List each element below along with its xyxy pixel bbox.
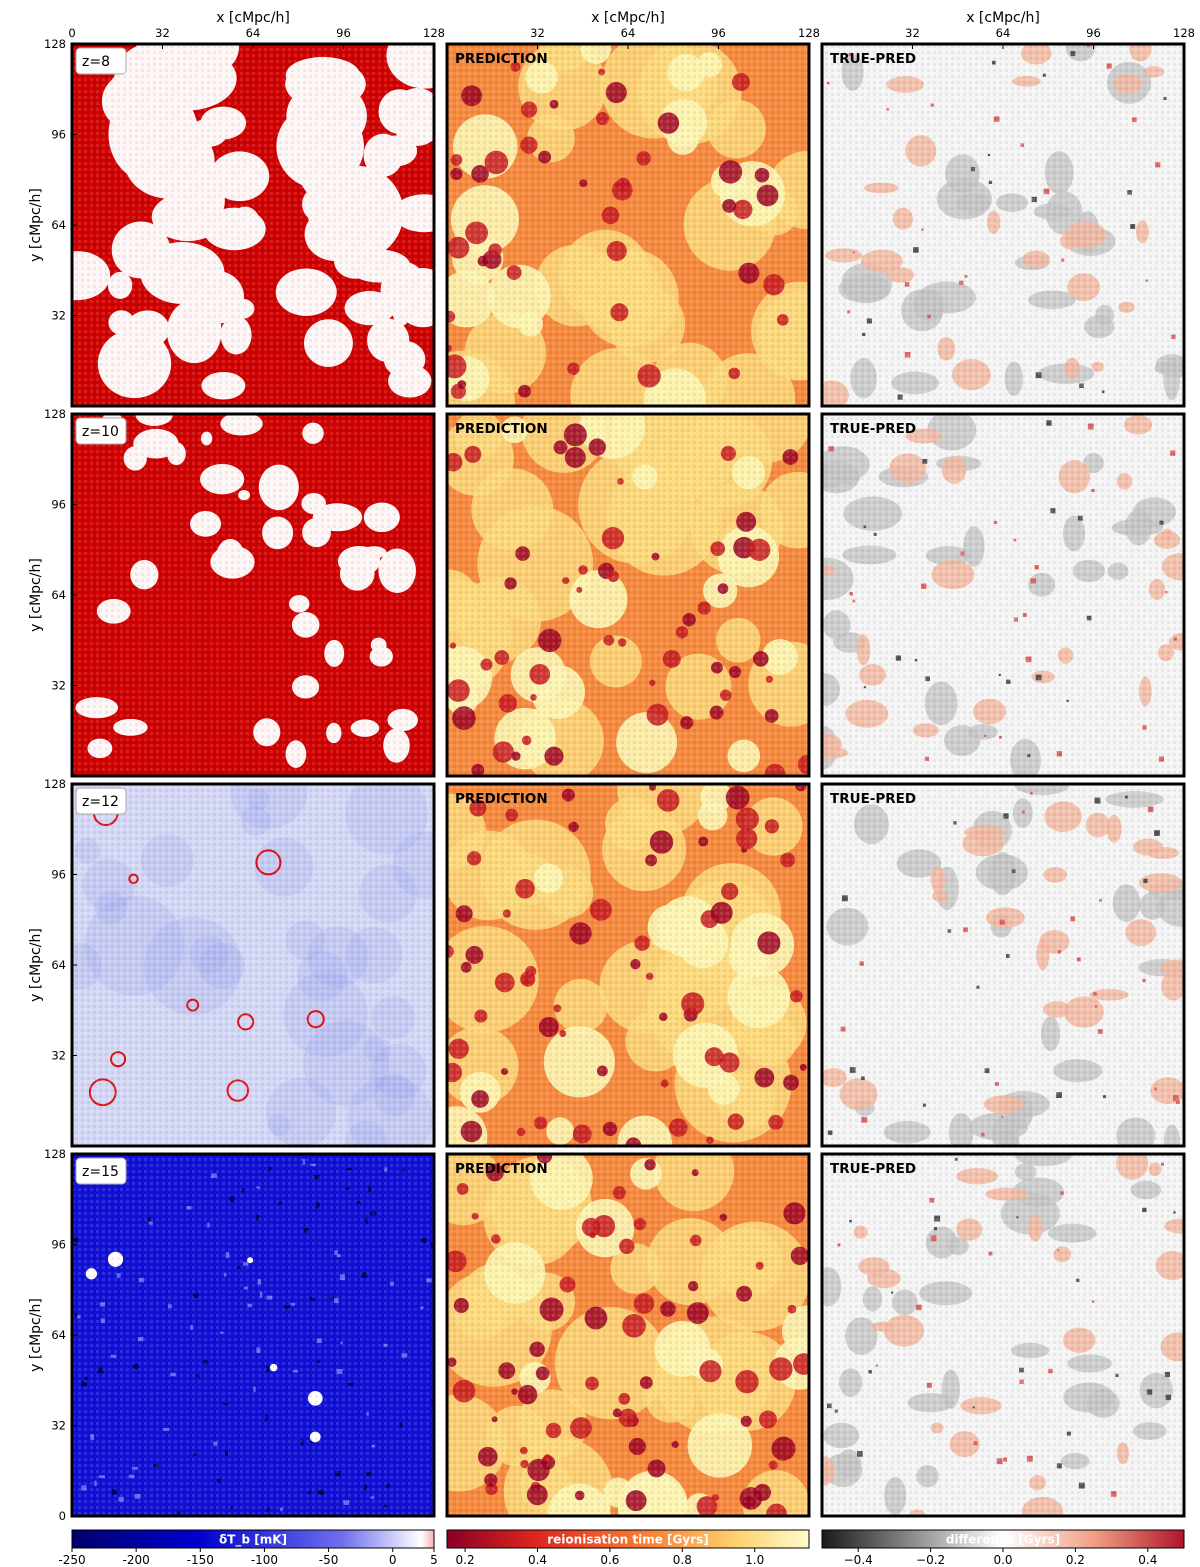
y-tick-label: 0 xyxy=(59,1509,66,1523)
y-axis-title-r4: y [cMpc/h] xyxy=(28,1298,44,1372)
panel-frame-r3-c2 xyxy=(445,782,811,1148)
colorbar-tick-label: -100 xyxy=(251,1553,278,1567)
colorbars: δT_b [mK] -250 -200 -150 -100 -50 0 5 reionisati… xyxy=(58,1529,1185,1567)
panel-r1-c2: PREDICTION xyxy=(445,42,811,408)
panel-r4-c2: PREDICTION xyxy=(445,1152,811,1518)
x-tick-label: 32 xyxy=(530,26,545,40)
x-tick-label: 64 xyxy=(621,26,636,40)
x-axis-title-col3: x [cMpc/h] xyxy=(966,10,1040,26)
y-tick-label: 128 xyxy=(44,777,66,791)
y-tick-label: 64 xyxy=(51,1328,66,1342)
y-tick-label: 128 xyxy=(44,37,66,51)
x-tick-label: 96 xyxy=(336,26,351,40)
colorbar-tick-label: −0.4 xyxy=(844,1553,873,1567)
colorbar-2: reionisation time [Gyrs] 0.2 0.4 0.6 0.8 1.0 xyxy=(446,1529,810,1567)
axes: 0 32 64 96 128 32 64 96 128 32 64 96 128 32 64 96 128 y [… xyxy=(28,26,1195,1523)
redshift-label-r2: z=10 xyxy=(75,417,127,445)
y-axis-title-r3: y [cMpc/h] xyxy=(28,928,44,1002)
y-tick-label: 128 xyxy=(44,407,66,421)
panel-frame-r4-c3 xyxy=(820,1152,1186,1518)
x-tick-label: 128 xyxy=(1173,26,1195,40)
colorbar-tick-label: 0.6 xyxy=(600,1553,619,1567)
panel-label-r4-c3: TRUE-PRED xyxy=(830,1161,916,1177)
panel-frame-r2-c2 xyxy=(445,412,811,778)
y-tick-label: 96 xyxy=(51,128,66,142)
y-tick-label: 64 xyxy=(51,588,66,602)
x-tick-label: 0 xyxy=(68,26,75,40)
colorbar-1: δT_b [mK] -250 -200 -150 -100 -50 0 5 xyxy=(58,1529,438,1567)
y-tick-label: 32 xyxy=(51,309,66,323)
y-axis-title-r2: y [cMpc/h] xyxy=(28,558,44,632)
panel-label-r2-c3: TRUE-PRED xyxy=(830,421,916,437)
y-tick-label: 32 xyxy=(51,1049,66,1063)
redshift-text-r1: z=8 xyxy=(82,54,110,70)
panel-label-r1-c2: PREDICTION xyxy=(455,51,548,67)
panel-label-r1-c3: TRUE-PRED xyxy=(830,51,916,67)
redshift-label-r1: z=8 xyxy=(75,47,127,75)
panel-r3-c2: PREDICTION xyxy=(445,782,811,1148)
y-tick-label: 96 xyxy=(51,868,66,882)
redshift-text-r4: z=15 xyxy=(82,1164,119,1180)
panel-r1-c3: TRUE-PRED xyxy=(820,42,1186,408)
colorbar-tick-label: 0.2 xyxy=(456,1553,475,1567)
colorbar-label-1: δT_b [mK] xyxy=(219,1533,287,1548)
colorbar-tick-label: -50 xyxy=(319,1553,339,1567)
y-tick-label: 64 xyxy=(51,218,66,232)
panel-frame-r2-c3 xyxy=(820,412,1186,778)
y-tick-label: 96 xyxy=(51,498,66,512)
panel-r3-c1: z=12 xyxy=(70,782,436,1148)
panel-r2-c3: TRUE-PRED xyxy=(820,412,1186,778)
redshift-text-r2: z=10 xyxy=(82,424,119,440)
redshift-label-r3: z=12 xyxy=(75,787,127,815)
colorbar-label-3: difference [Gyrs] xyxy=(946,1533,1060,1547)
panels: z=8 PREDICTION TRUE-PRED z=10 PREDICTION TRUE… xyxy=(70,42,1186,1518)
colorbar-tick-label: 0.4 xyxy=(1138,1553,1157,1567)
colorbar-tick-label: -150 xyxy=(187,1553,214,1567)
panel-label-r3-c2: PREDICTION xyxy=(455,791,548,807)
panel-label-r2-c2: PREDICTION xyxy=(455,421,548,437)
colorbar-tick-label: 0.2 xyxy=(1066,1553,1085,1567)
y-tick-label: 64 xyxy=(51,958,66,972)
panel-frame-r3-c3 xyxy=(820,782,1186,1148)
panel-label-r4-c2: PREDICTION xyxy=(455,1161,548,1177)
x-tick-label: 128 xyxy=(798,26,820,40)
panel-label-r3-c3: TRUE-PRED xyxy=(830,791,916,807)
colorbar-tick-label: 5 xyxy=(430,1553,438,1567)
x-tick-label: 64 xyxy=(246,26,261,40)
colorbar-tick-label: 0 xyxy=(389,1553,397,1567)
redshift-text-r3: z=12 xyxy=(82,794,119,810)
panel-r3-c3: TRUE-PRED xyxy=(820,782,1186,1148)
panel-r2-c1: z=10 xyxy=(70,412,436,778)
x-tick-label: 32 xyxy=(905,26,920,40)
colorbar-tick-label: -250 xyxy=(58,1553,85,1567)
x-tick-label: 96 xyxy=(711,26,726,40)
y-tick-label: 32 xyxy=(51,1419,66,1433)
panel-frame-r4-c2 xyxy=(445,1152,811,1518)
x-tick-label: 64 xyxy=(996,26,1011,40)
y-axis-title-r1: y [cMpc/h] xyxy=(28,188,44,262)
y-tick-label: 96 xyxy=(51,1238,66,1252)
colorbar-tick-label: 0.8 xyxy=(673,1553,692,1567)
panel-r4-c1: z=15 xyxy=(70,1152,436,1518)
panel-r2-c2: PREDICTION xyxy=(445,412,811,778)
x-tick-label: 96 xyxy=(1086,26,1101,40)
x-axis-title-col2: x [cMpc/h] xyxy=(591,10,665,26)
colorbar-tick-label: 0.4 xyxy=(528,1553,547,1567)
redshift-label-r4: z=15 xyxy=(75,1157,127,1185)
x-tick-label: 128 xyxy=(423,26,445,40)
colorbar-label-2: reionisation time [Gyrs] xyxy=(547,1533,709,1547)
x-axis-titles: x [cMpc/h] x [cMpc/h] x [cMpc/h] xyxy=(216,10,1040,26)
x-axis-title-col1: x [cMpc/h] xyxy=(216,10,290,26)
x-tick-label: 32 xyxy=(155,26,170,40)
colorbar-tick-label: 1.0 xyxy=(745,1553,764,1567)
panel-r4-c3: TRUE-PRED xyxy=(820,1152,1186,1518)
colorbar-3: difference [Gyrs] −0.4 −0.2 0.0 0.2 0.4 xyxy=(821,1529,1185,1567)
panel-r1-c1: z=8 xyxy=(70,42,436,408)
colorbar-tick-label: 0.0 xyxy=(993,1553,1012,1567)
y-tick-label: 128 xyxy=(44,1147,66,1161)
colorbar-tick-label: -200 xyxy=(123,1553,150,1567)
y-tick-label: 32 xyxy=(51,679,66,693)
colorbar-tick-label: −0.2 xyxy=(916,1553,945,1567)
